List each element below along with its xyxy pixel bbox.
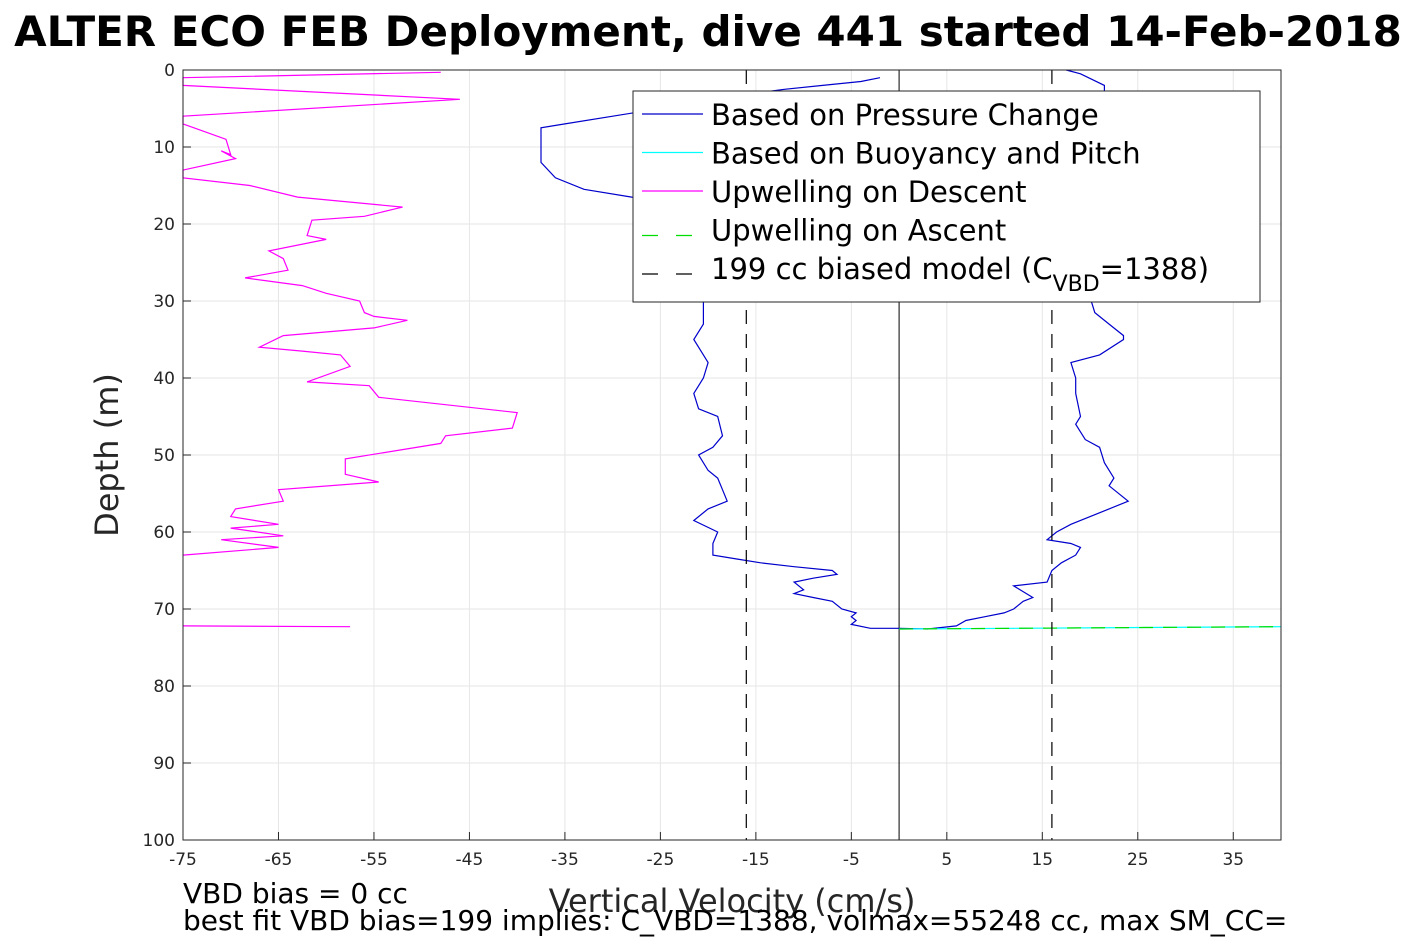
y-axis-ticks: 0 10 20 30 40 50 60 70 80 90 100 — [143, 61, 191, 851]
y-tick-label: 50 — [153, 446, 175, 466]
x-tick-label: 35 — [1222, 850, 1244, 870]
legend: Based on Pressure Change Based on Buoyanc… — [632, 90, 1261, 303]
y-tick-label: 60 — [153, 523, 175, 543]
upwelling-on-descent-series-line — [182, 71, 518, 556]
legend-label: Upwelling on Descent — [711, 175, 1027, 209]
x-tick-label: 5 — [941, 850, 952, 870]
upwelling-on-descent-series-line — [182, 625, 351, 628]
x-tick-label: 15 — [1031, 850, 1053, 870]
x-tick-label: -75 — [169, 850, 197, 870]
legend-box — [632, 90, 1261, 303]
y-axis-label: Depth (m) — [88, 373, 126, 537]
y-tick-label: 0 — [164, 61, 175, 81]
x-tick-label: -35 — [551, 850, 579, 870]
y-tick-label: 30 — [153, 292, 175, 312]
y-tick-label: 90 — [153, 754, 175, 774]
y-tick-label: 20 — [153, 215, 175, 235]
x-tick-label: -25 — [647, 850, 675, 870]
x-tick-label: 25 — [1127, 850, 1149, 870]
y-tick-label: 80 — [153, 677, 175, 697]
y-tick-label: 70 — [153, 600, 175, 620]
x-tick-label: -5 — [843, 850, 860, 870]
x-tick-label: -15 — [742, 850, 770, 870]
legend-label: Based on Buoyancy and Pitch — [711, 137, 1141, 171]
x-tick-label: -65 — [265, 850, 293, 870]
x-tick-label: -45 — [456, 850, 484, 870]
legend-label: 199 cc biased model (CVBD=1388) — [711, 252, 1209, 297]
footer-best-fit: best fit VBD bias=199 implies: C_VBD=138… — [183, 904, 1287, 937]
y-tick-label: 10 — [153, 138, 175, 158]
x-axis-ticks: -75 -65 -55 -45 -35 -25 -15 -5 5 15 25 35 — [169, 832, 1244, 870]
x-axis-label: Vertical Velocity (cm/s) — [549, 882, 916, 920]
legend-label: Based on Pressure Change — [711, 98, 1099, 132]
chart-title: ALTER ECO FEB Deployment, dive 441 start… — [14, 7, 1402, 56]
x-tick-label: -55 — [360, 850, 388, 870]
upwelling-on-ascent-series-line — [899, 626, 1282, 630]
legend-label: Upwelling on Ascent — [711, 214, 1006, 248]
y-tick-label: 40 — [153, 369, 175, 389]
footer-vbd-bias: VBD bias = 0 cc — [183, 877, 408, 910]
y-tick-label: 100 — [143, 831, 175, 851]
